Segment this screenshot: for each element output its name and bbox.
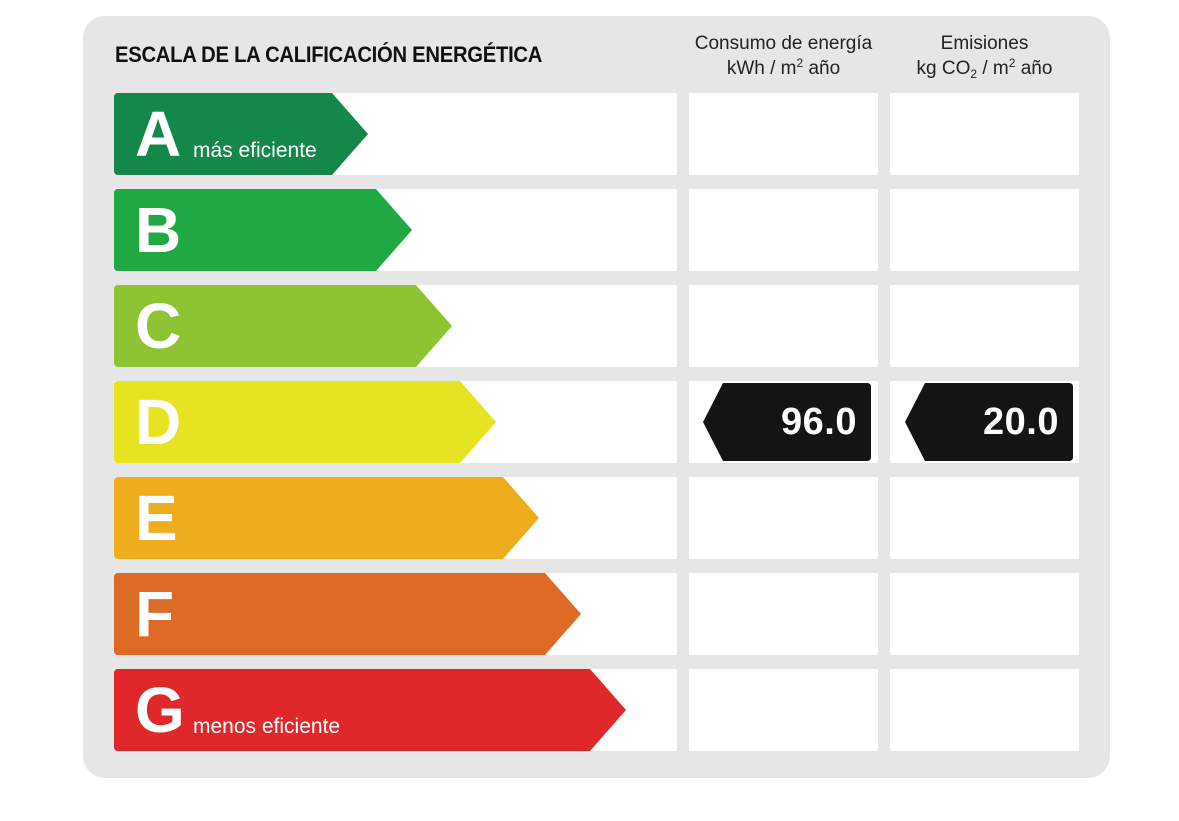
rating-sublabel: menos eficiente xyxy=(193,715,341,738)
value-arrow-shape xyxy=(905,383,1073,461)
value-text: 20.0 xyxy=(983,401,1059,443)
consumo-value-marker: 96.0 xyxy=(703,383,871,461)
rating-sublabel: más eficiente xyxy=(193,139,317,162)
consumo-cell-g xyxy=(689,669,878,751)
emisiones-cell-c xyxy=(890,285,1079,367)
emisiones-cell-e xyxy=(890,477,1079,559)
rating-bar-f: F xyxy=(114,573,581,655)
emisiones-cell-a xyxy=(890,93,1079,175)
consumo-cell-a xyxy=(689,93,878,175)
consumo-cell-e xyxy=(689,477,878,559)
emisiones-value-marker: 20.0 xyxy=(905,383,1073,461)
rating-bar-e: E xyxy=(114,477,539,559)
rating-bar-c: C xyxy=(114,285,452,367)
emisiones-header-title: Emisiones xyxy=(940,33,1029,54)
consumo-cell-b xyxy=(689,189,878,271)
rating-arrow-shape xyxy=(114,189,412,271)
consumo-header-unit: kWh / m2 año xyxy=(726,56,841,79)
label-title: ESCALA DE LA CALIFICACIÓN ENERGÉTICA xyxy=(115,42,543,67)
rating-arrow-shape xyxy=(114,573,581,655)
consumo-header-title: Consumo de energía xyxy=(694,33,873,54)
emisiones-cell-b xyxy=(890,189,1079,271)
consumo-cell-c xyxy=(689,285,878,367)
value-text: 96.0 xyxy=(781,401,857,443)
rating-letter: F xyxy=(135,578,175,650)
rating-bar-b: B xyxy=(114,189,412,271)
emisiones-cell-g xyxy=(890,669,1079,751)
consumo-cell-f xyxy=(689,573,878,655)
emisiones-header-unit: kg CO2 / m2 año xyxy=(916,56,1053,81)
rating-letter: G xyxy=(135,674,185,746)
rating-arrow-shape xyxy=(114,381,496,463)
rating-arrow-shape xyxy=(114,477,539,559)
rating-letter: E xyxy=(135,482,178,554)
rating-letter: B xyxy=(135,194,182,266)
rating-letter: A xyxy=(135,98,182,170)
rating-letter: C xyxy=(135,290,182,362)
emisiones-cell-f xyxy=(890,573,1079,655)
rating-arrow-shape xyxy=(114,93,368,175)
rating-bar-d: D xyxy=(114,381,496,463)
rating-arrow-shape xyxy=(114,285,452,367)
consumo-column-header: Consumo de energía kWh / m2 año xyxy=(689,31,878,81)
rating-arrow-shape xyxy=(114,669,626,751)
rating-letter: D xyxy=(135,386,182,458)
emisiones-column-header: Emisiones kg CO2 / m2 año xyxy=(890,31,1079,81)
value-arrow-shape xyxy=(703,383,871,461)
